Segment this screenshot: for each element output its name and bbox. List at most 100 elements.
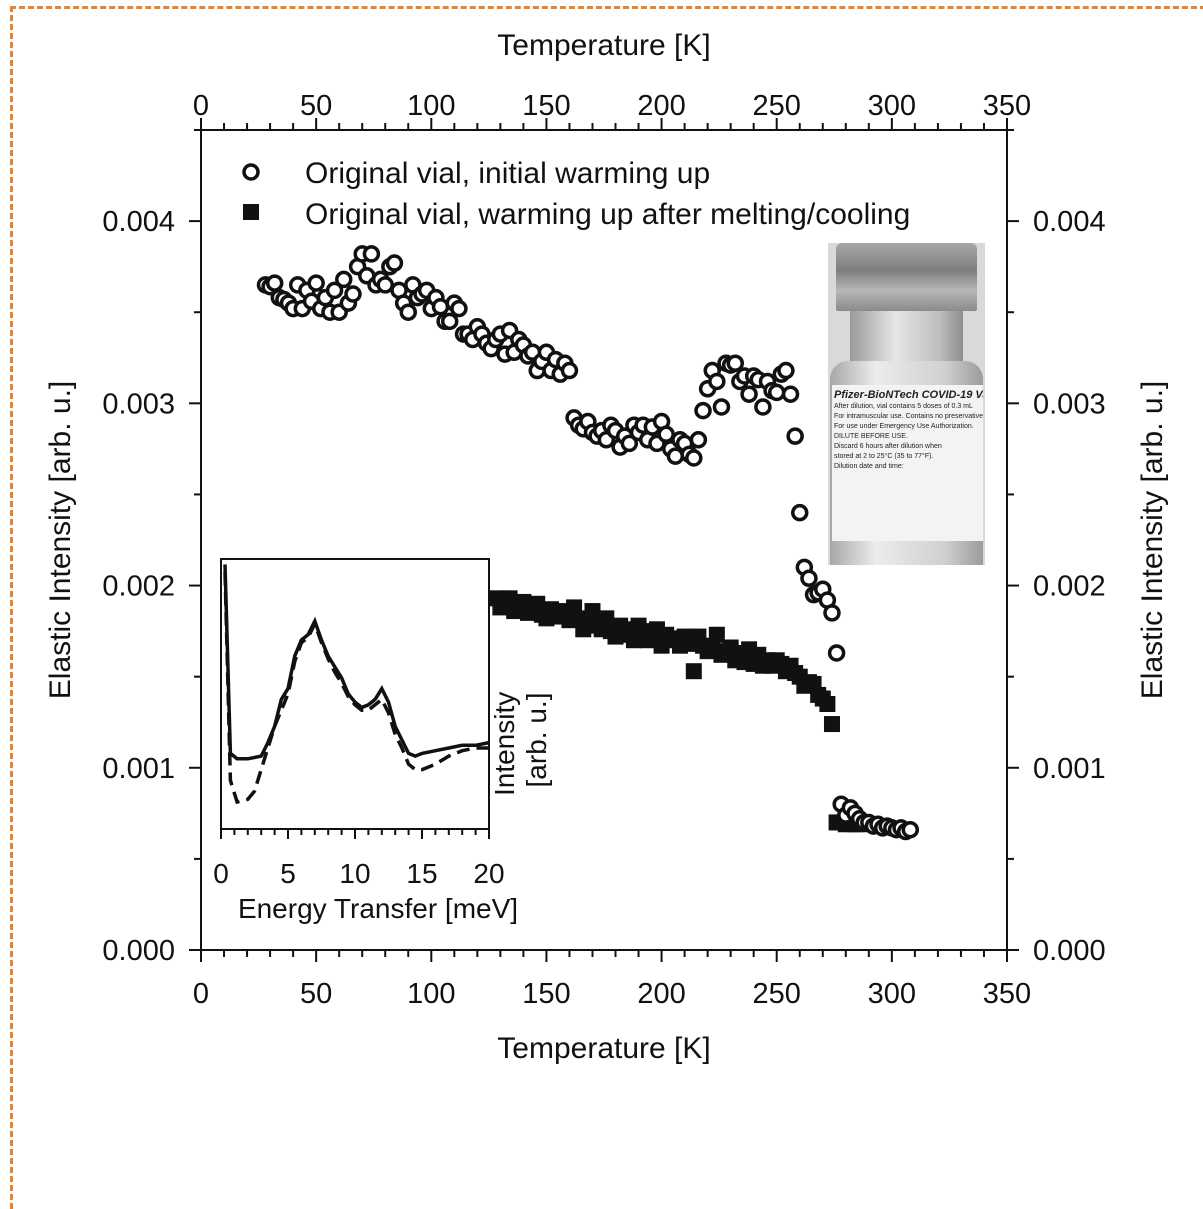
vial-neck	[850, 311, 963, 363]
inset-dashed-line	[223, 572, 489, 805]
data-point-circle	[786, 427, 804, 445]
data-point-circle	[754, 398, 772, 416]
data-point-circle	[440, 312, 459, 331]
data-point-circle	[307, 274, 325, 292]
inset-x-tick-label: 5	[280, 858, 296, 889]
x-tick-label-bottom: 350	[983, 978, 1031, 1010]
data-point-square	[598, 610, 615, 627]
y-tick-label-right: 0.001	[1033, 753, 1106, 785]
axis-ticks	[189, 118, 1019, 962]
y-axis-title-left: Elastic Intensity [arb. u.]	[44, 381, 77, 699]
y-tick-label-left: 0.003	[102, 388, 175, 420]
data-point-circle	[335, 270, 353, 289]
data-point-circle	[790, 503, 809, 522]
data-point-square	[823, 716, 840, 733]
data-point-circle	[344, 285, 362, 303]
y-tick-label-right: 0.003	[1033, 388, 1106, 420]
data-point-circle	[325, 281, 344, 300]
x-tick-label-bottom: 250	[753, 978, 801, 1010]
series-open-circles	[256, 245, 920, 841]
data-point-circle	[800, 569, 818, 588]
x-tick-label-top: 100	[407, 90, 455, 122]
legend: Original vial, initial warming up Origin…	[242, 157, 910, 231]
vial-label-line: For intramuscular use. Contains no prese…	[834, 413, 983, 420]
x-tick-label-bottom: 300	[868, 978, 916, 1010]
inset-x-tick-label: 15	[406, 858, 437, 889]
inset-tick-labels: 0 5 10 15 20	[213, 858, 504, 889]
x-tick-label-bottom: 0	[193, 978, 209, 1010]
data-point-circle	[376, 276, 394, 294]
data-point-circle	[385, 254, 404, 272]
y-tick-label-left: 0.001	[102, 753, 175, 785]
data-point-circle	[777, 361, 795, 380]
data-point-circle	[620, 434, 639, 453]
x-axis-title-top: Temperature [K]	[497, 29, 710, 62]
data-point-circle	[708, 372, 726, 391]
x-tick-label-top: 300	[868, 90, 916, 122]
vial-cap	[836, 243, 977, 311]
data-point-circle	[399, 303, 418, 321]
vial-label-line: For use under Emergency Use Authorizatio…	[834, 423, 974, 430]
inset-y-axis-title-line-1: Intensity	[489, 692, 520, 796]
y-tick-label-left: 0.000	[102, 935, 175, 967]
inset-x-tick-label: 10	[339, 858, 370, 889]
y-tick-label-right: 0.002	[1033, 571, 1106, 603]
legend-label-series-2: Original vial, warming up after melting/…	[305, 198, 910, 231]
vial-label-line: DILUTE BEFORE USE.	[834, 433, 908, 440]
legend-marker-filled-square	[243, 204, 259, 220]
data-point-circle	[781, 385, 800, 403]
data-point-circle	[694, 401, 712, 420]
data-point-circle	[712, 398, 731, 416]
data-point-circle	[657, 425, 675, 444]
vial-label-line: Discard 6 hours after dilution when	[834, 443, 942, 450]
x-tick-label-top: 250	[753, 90, 801, 122]
inset-axis-ticks	[220, 829, 490, 839]
x-tick-label-top: 200	[637, 90, 685, 122]
data-point-circle	[265, 274, 284, 292]
legend-label-series-1: Original vial, initial warming up	[305, 157, 710, 190]
x-tick-label-bottom: 100	[407, 978, 455, 1010]
inset-x-axis-title: Energy Transfer [meV]	[238, 893, 518, 924]
data-point-circle	[823, 604, 841, 622]
data-point-circle	[450, 299, 468, 318]
x-tick-label-top: 0	[193, 90, 209, 122]
data-point-circle	[901, 820, 920, 839]
y-tick-label-left: 0.004	[102, 206, 175, 238]
inset-x-tick-label: 0	[213, 858, 229, 889]
y-axis-title-right: Elastic Intensity [arb. u.]	[1136, 381, 1169, 699]
data-point-circle	[362, 245, 381, 263]
data-point-square	[708, 626, 725, 643]
axis-tick-labels: 0050501001001501502002002502503003003503…	[102, 90, 1105, 1010]
x-axis-title-bottom: Temperature [K]	[497, 1032, 710, 1065]
data-point-circle	[560, 361, 579, 380]
data-point-circle	[726, 354, 745, 372]
inset-y-axis-title: Intensity [arb. u.]	[489, 684, 552, 796]
x-tick-label-top: 150	[522, 90, 570, 122]
vial-label-line: stored at 2 to 25°C (35 to 77°F).	[834, 453, 934, 460]
data-point-circle	[685, 449, 703, 467]
dashed-orange-frame	[10, 6, 1203, 1209]
data-point-circle	[827, 644, 846, 662]
x-tick-label-bottom: 150	[522, 978, 570, 1010]
data-point-square	[819, 696, 836, 712]
x-tick-label-bottom: 200	[637, 978, 685, 1010]
y-tick-label-right: 0.004	[1033, 206, 1106, 238]
vial-label-line: After dilution, vial contains 5 doses of…	[834, 403, 973, 410]
inset-chart: 0 5 10 15 20 Energy Transfer [meV] Intensity…	[213, 558, 552, 924]
x-tick-label-bottom: 50	[300, 978, 332, 1010]
y-tick-label-right: 0.000	[1033, 935, 1106, 967]
legend-marker-open-circle	[242, 163, 260, 181]
x-tick-label-top: 50	[300, 90, 332, 122]
main-chart: 0050501001001501502002002502503003003503…	[44, 29, 1169, 1065]
data-point-circle	[431, 298, 450, 316]
inset-y-axis-title-line-2: [arb. u.]	[521, 693, 552, 788]
inset-x-tick-label: 20	[473, 858, 504, 889]
vial-label: Pfizer-BioNTech COVID-19 Vaccine After d…	[832, 385, 983, 541]
data-point-square	[685, 663, 702, 680]
vial-label-title: Pfizer-BioNTech COVID-19 Vaccine	[834, 389, 983, 401]
vaccine-vial-photo: Pfizer-BioNTech COVID-19 Vaccine After d…	[828, 243, 985, 565]
x-tick-label-top: 350	[983, 90, 1031, 122]
data-point-circle	[767, 383, 786, 402]
data-point-square	[584, 603, 601, 620]
inset-plot-area	[220, 558, 490, 830]
